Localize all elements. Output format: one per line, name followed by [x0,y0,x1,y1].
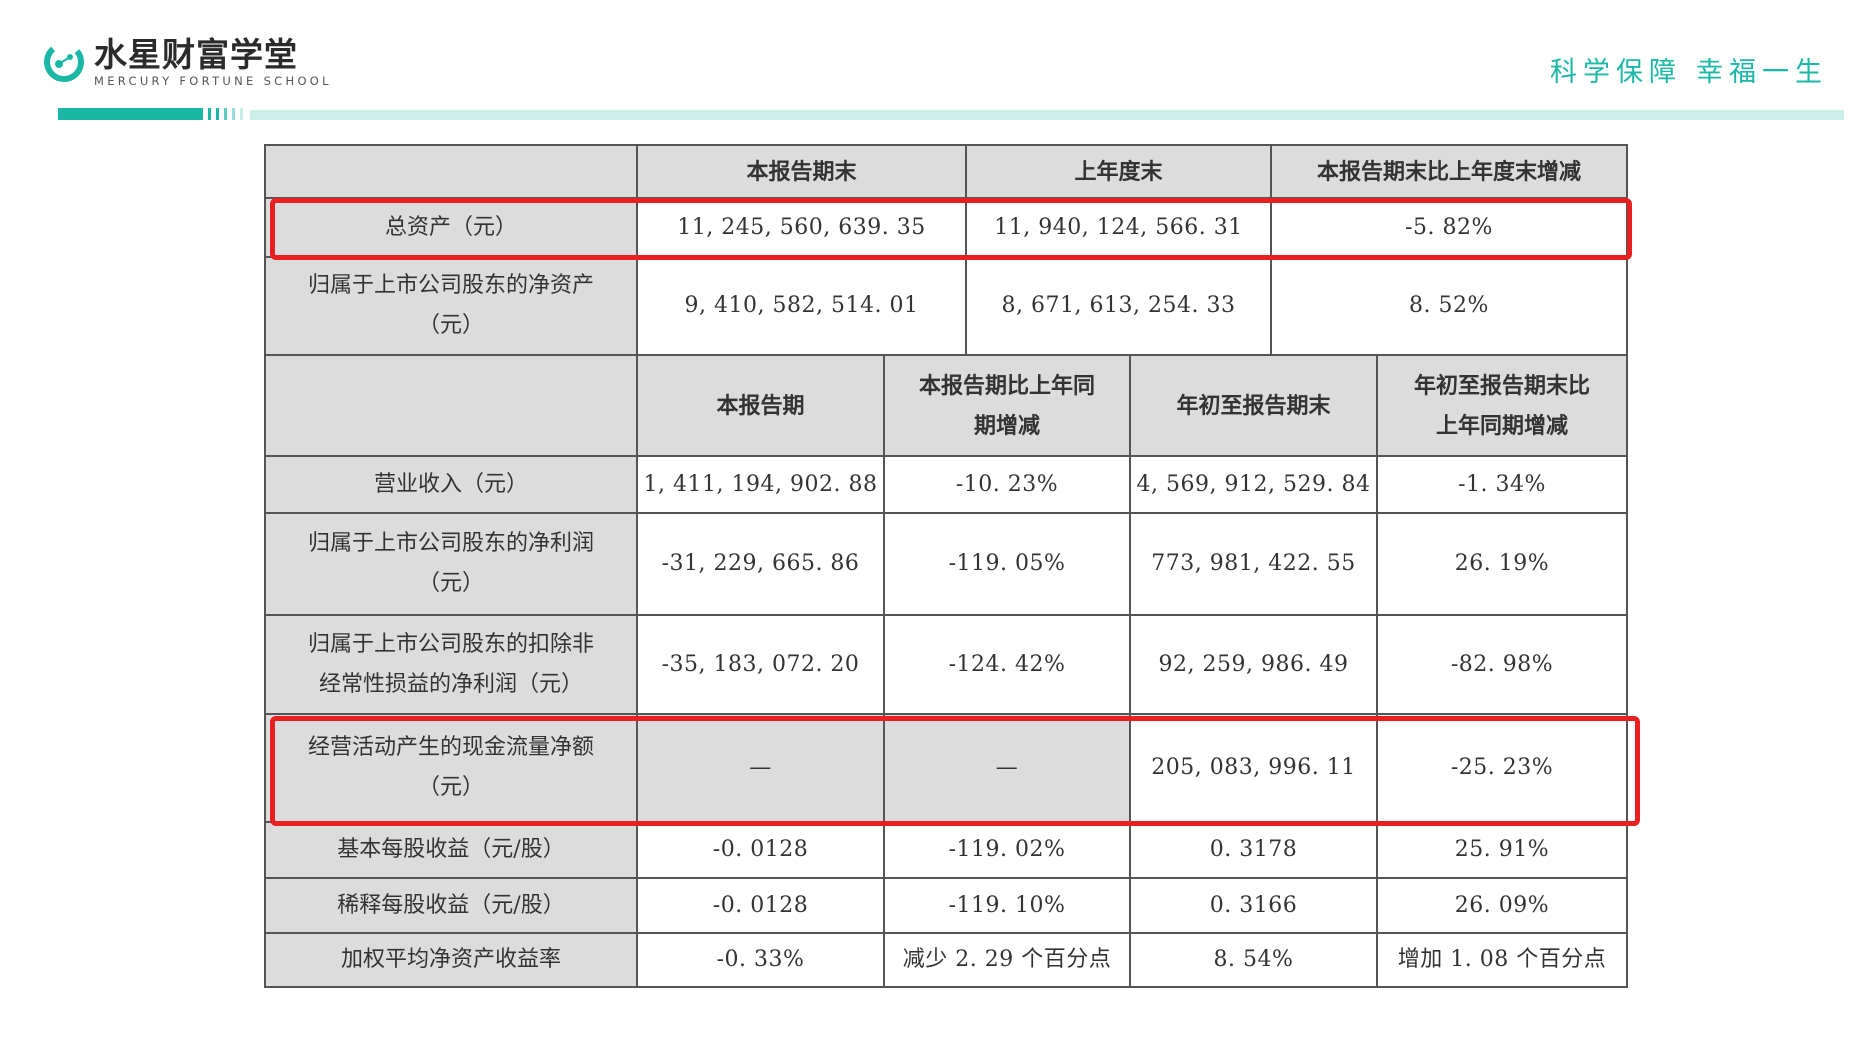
row-label-line: （元） [417,313,484,338]
header-line: 上年同期增减 [1435,412,1568,439]
financial-table: 本报告期末 上年度末 本报告期末比上年度末增减 总资产（元） 11, 245, … [264,144,1640,988]
table-cell: 0. 3178 [1131,823,1378,879]
table-cell: -0. 0128 [638,823,885,879]
table-cell: 9, 410, 582, 514. 01 [638,258,967,356]
row-label-net-assets: 归属于上市公司股东的净资产 （元） [266,258,638,356]
row-label-line: （元） [417,571,484,596]
logo-subtitle: MERCURY FORTUNE SCHOOL [94,74,332,88]
table-cell: 8, 671, 613, 254. 33 [967,258,1272,356]
table-cell: 773, 981, 422. 55 [1131,514,1378,616]
table2-header-col4: 年初至报告期末比 上年同期增减 [1378,356,1626,457]
slogan-part-2: 幸福一生 [1696,57,1828,88]
table-cell: 205, 083, 996. 11 [1131,715,1378,823]
row-label-line: 基本每股收益（元/股） [337,837,565,862]
table-cell: -119. 02% [885,823,1131,879]
table-cell: 26. 09% [1378,879,1626,934]
header-line: 本报告期比上年同 [918,372,1095,399]
table-cell: -25. 23% [1378,715,1626,823]
table2-header-col1: 本报告期 [638,356,885,457]
table-cell: -119. 05% [885,514,1131,616]
row-label: 稀释每股收益（元/股） [266,879,638,934]
table-cell: 8. 54% [1131,934,1378,986]
table-cell: — [885,715,1131,823]
header-line: 年初至报告期末比 [1413,372,1590,399]
row-label-line: 营业收入（元） [373,471,528,497]
row-label: 归属于上市公司股东的净利润 （元） [266,514,638,616]
table-cell: 8. 52% [1272,258,1626,356]
table-cell: — [638,715,885,823]
table-cell: -119. 10% [885,879,1131,934]
table-cell: 25. 91% [1378,823,1626,879]
table-cell: 减少 2. 29 个百分点 [885,934,1131,986]
table1-header-col2: 上年度末 [967,146,1272,199]
table1-header-col1: 本报告期末 [638,146,967,199]
row-label-total-assets: 总资产（元） [266,199,638,258]
row-label-line: 经营活动产生的现金流量净额 [307,735,594,760]
table-cell: 0. 3166 [1131,879,1378,934]
table1-header-col3: 本报告期末比上年度末增减 [1272,146,1626,199]
table-cell: -124. 42% [885,616,1131,715]
row-label: 营业收入（元） [266,457,638,514]
table-cell: -82. 98% [1378,616,1626,715]
row-label-line: 加权平均净资产收益率 [340,947,561,972]
logo-title: 水星财富学堂 [94,35,298,74]
table-cell: 26. 19% [1378,514,1626,616]
slogan-part-1: 科学保障 [1550,57,1682,88]
logo-icon [44,42,84,82]
row-label-line: （元） [417,775,484,800]
header-divider [58,108,1844,120]
table-cell: -35, 183, 072. 20 [638,616,885,715]
table2-header-col2: 本报告期比上年同 期增减 [885,356,1131,457]
table-cell: -0. 0128 [638,879,885,934]
table-cell: -1. 34% [1378,457,1626,514]
row-label: 经营活动产生的现金流量净额 （元） [266,715,638,823]
table2-header-empty [266,356,638,457]
row-label-line: 归属于上市公司股东的净利润 [307,531,594,556]
table-cell: 4, 569, 912, 529. 84 [1131,457,1378,514]
row-label-line: 归属于上市公司股东的扣除非 [307,631,594,657]
table-cell: -0. 33% [638,934,885,986]
row-label-line: 归属于上市公司股东的净资产 [307,273,594,298]
table-cell: 1, 411, 194, 902. 88 [638,457,885,514]
table1-header-empty [266,146,638,199]
row-label: 归属于上市公司股东的扣除非 经常性损益的净利润（元） [266,616,638,715]
table-cell: -10. 23% [885,457,1131,514]
logo: 水星财富学堂 MERCURY FORTUNE SCHOOL [42,36,332,88]
table-cell: 11, 940, 124, 566. 31 [967,199,1272,258]
table-cell: -5. 82% [1272,199,1626,258]
row-label-line: 经常性损益的净利润（元） [318,671,583,697]
table-cell: 92, 259, 986. 49 [1131,616,1378,715]
table2-header-col3: 年初至报告期末 [1131,356,1378,457]
row-label-line: 稀释每股收益（元/股） [337,892,565,918]
table-cell: -31, 229, 665. 86 [638,514,885,616]
header-line: 期增减 [973,412,1040,439]
slogan: 科学保障 幸福一生 [1550,50,1828,89]
row-label: 加权平均净资产收益率 [266,934,638,986]
table-cell: 11, 245, 560, 639. 35 [638,199,967,258]
table-cell: 增加 1. 08 个百分点 [1397,947,1607,972]
row-label: 基本每股收益（元/股） [266,823,638,879]
